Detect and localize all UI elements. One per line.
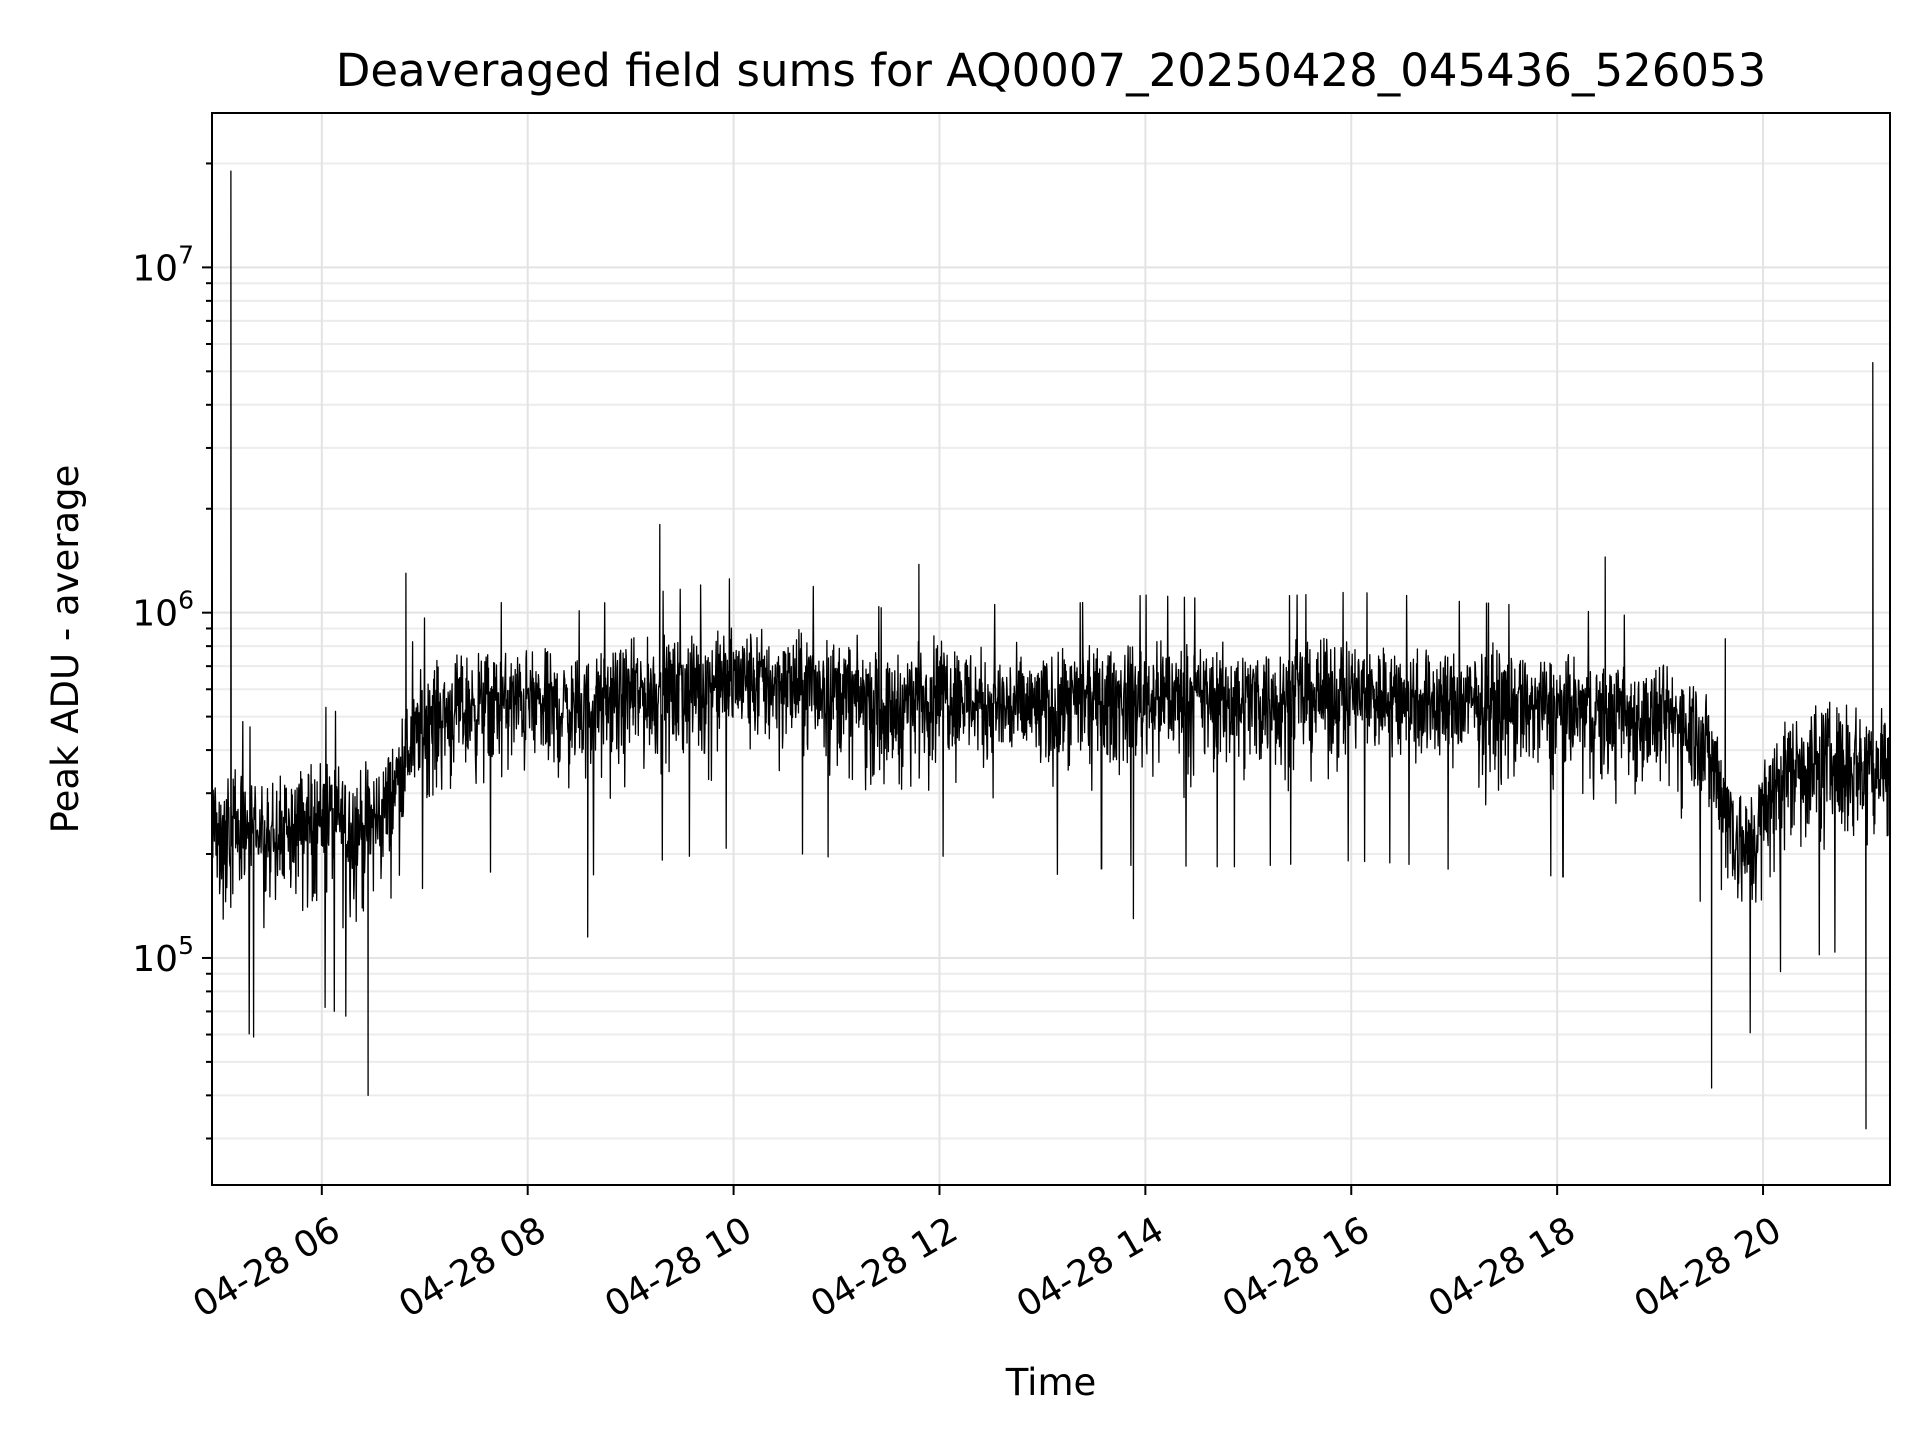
major-gridlines-y [212, 266, 1890, 959]
chart-title: Deaveraged field sums for AQ0007_2025042… [336, 44, 1767, 97]
series-layer [212, 170, 1890, 1130]
x-axis-label: Time [1005, 1361, 1097, 1404]
y-tick-label: 107 [132, 240, 194, 289]
y-tick-label: 106 [132, 586, 194, 635]
plot-frame [211, 112, 1891, 1186]
series-line [212, 170, 1890, 1130]
gridlines-x [320, 113, 1765, 1185]
y-axis-ticks: 105 106 107 [132, 162, 212, 1140]
y-axis-label: Peak ADU - average [44, 465, 87, 834]
y-tick-label: 105 [132, 931, 194, 980]
